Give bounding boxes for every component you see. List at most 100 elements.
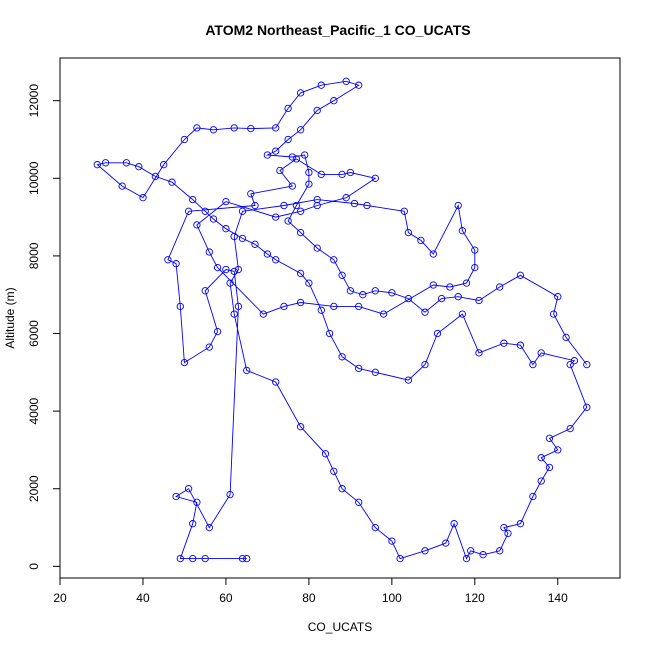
data-point [209, 126, 218, 134]
data-point [433, 329, 442, 338]
y-tick-label: 10000 [27, 161, 41, 195]
series-line [96, 80, 588, 560]
data-point [355, 81, 363, 89]
data-point [135, 163, 143, 171]
data-point [93, 161, 101, 169]
data-point [296, 207, 305, 215]
data-point [321, 450, 330, 458]
data-point [529, 360, 537, 369]
data-point [330, 256, 338, 264]
data-point [421, 547, 429, 555]
data-point [284, 217, 292, 225]
data-point [429, 281, 437, 289]
data-point [313, 244, 321, 252]
data-point [471, 246, 479, 254]
data-point [226, 490, 234, 499]
data-point [164, 256, 172, 264]
data-point [504, 529, 512, 538]
data-point [296, 89, 305, 97]
data-point [296, 126, 305, 134]
x-tick-label: 80 [302, 591, 316, 605]
data-point [338, 271, 346, 279]
y-tick-label: 0 [27, 563, 41, 570]
data-point [263, 250, 272, 258]
data-point [566, 424, 574, 433]
data-point [338, 485, 346, 493]
data-point [284, 104, 292, 113]
data-point [454, 201, 462, 210]
data-point [176, 554, 184, 563]
x-axis: 20 40 60 80 100 120 140 [53, 577, 568, 605]
y-axis-label: Altitude (m) [3, 287, 17, 348]
data-point [189, 520, 197, 528]
data-point [388, 537, 396, 545]
y-tick-label: 2000 [27, 475, 41, 502]
data-point [359, 291, 367, 299]
data-point [371, 368, 379, 376]
data-point [562, 333, 570, 342]
data-point [280, 201, 288, 210]
data-point [168, 178, 176, 186]
data-point [184, 485, 193, 493]
data-point [222, 225, 230, 233]
chart-title: ATOM2 Northeast_Pacific_1 CO_UCATS [205, 22, 470, 38]
y-tick-label: 8000 [27, 242, 41, 269]
data-point [292, 201, 301, 210]
data-point [201, 554, 209, 563]
data-point [272, 147, 280, 155]
data-point [247, 190, 255, 198]
data-point [313, 201, 321, 210]
data-point [305, 168, 313, 177]
data-point [272, 256, 280, 264]
data-point [421, 308, 429, 316]
data-point [330, 97, 338, 105]
data-point [570, 357, 579, 365]
data-point [545, 434, 554, 442]
data-point [496, 547, 504, 555]
data-point [238, 554, 247, 563]
y-tick-label: 12000 [27, 84, 41, 118]
data-point [330, 467, 338, 475]
data-point [288, 153, 296, 161]
data-point [234, 302, 243, 311]
data-point [205, 343, 213, 351]
data-point [301, 151, 309, 159]
data-point [230, 267, 238, 276]
data-point [342, 194, 350, 202]
x-tick-label: 120 [465, 591, 485, 605]
data-point [305, 180, 313, 188]
data-point [583, 360, 591, 369]
data-point [400, 207, 408, 215]
x-axis-label: CO_UCATS [308, 620, 372, 634]
data-point [479, 551, 487, 559]
data-point [101, 159, 110, 167]
data-point [346, 168, 355, 177]
data-point [537, 477, 545, 485]
data-point [296, 298, 305, 307]
data-point [467, 547, 475, 555]
data-point [371, 523, 379, 532]
data-point [296, 423, 305, 431]
y-tick-label: 6000 [27, 320, 41, 347]
data-point [404, 294, 413, 303]
data-point [404, 376, 413, 384]
data-point [280, 302, 288, 311]
data-point [201, 287, 209, 295]
data-point [475, 349, 483, 357]
data-point [325, 329, 334, 338]
data-point [566, 360, 574, 369]
data-point [172, 492, 180, 501]
data-point [379, 310, 388, 318]
data-point [355, 364, 363, 373]
data-point [272, 378, 280, 386]
data-point [371, 287, 379, 295]
data-point [537, 349, 545, 357]
x-tick-label: 20 [53, 591, 67, 605]
data-point [234, 265, 243, 274]
data-point [371, 174, 379, 182]
data-point [226, 279, 234, 287]
data-point [355, 302, 363, 311]
data-point [284, 135, 292, 144]
data-point [554, 293, 562, 301]
x-tick-label: 140 [548, 591, 568, 605]
